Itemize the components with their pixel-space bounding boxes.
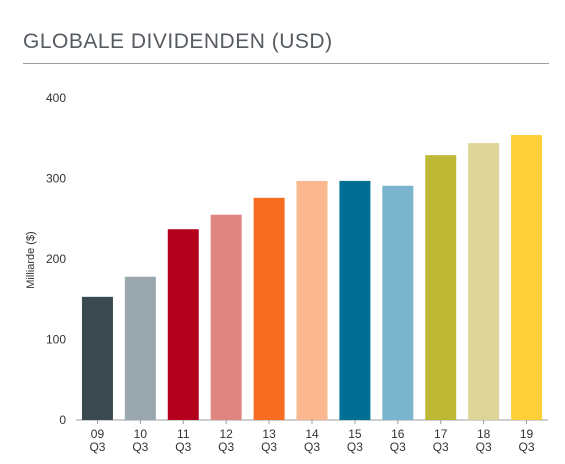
- y-tick-label: 200: [46, 252, 66, 266]
- bar-12-q3: [210, 214, 242, 420]
- x-tick-label-quarter: Q3: [218, 440, 234, 454]
- x-tick-label-year: 14: [305, 427, 319, 441]
- x-tick-label-quarter: Q3: [476, 440, 492, 454]
- bar-18-q3: [468, 143, 500, 420]
- title-divider: [23, 63, 549, 64]
- bar-13-q3: [253, 197, 285, 420]
- x-tick-label-quarter: Q3: [347, 440, 363, 454]
- x-tick-label-year: 16: [391, 427, 405, 441]
- x-tick-label-quarter: Q3: [89, 440, 105, 454]
- x-tick-label-year: 15: [348, 427, 362, 441]
- y-tick-label: 400: [46, 91, 66, 105]
- chart-title: GLOBALE DIVIDENDEN (USD): [23, 30, 333, 53]
- y-tick-label: 300: [46, 172, 66, 186]
- x-tick-label-year: 09: [91, 427, 105, 441]
- x-tick-label-year: 13: [262, 427, 276, 441]
- x-tick-label-year: 11: [177, 427, 190, 441]
- x-tick-label-quarter: Q3: [519, 440, 535, 454]
- x-tick-label-year: 18: [477, 427, 491, 441]
- bar-10-q3: [124, 276, 156, 420]
- x-tick-label-quarter: Q3: [175, 440, 191, 454]
- x-tick-label-year: 12: [220, 427, 234, 441]
- bar-17-q3: [425, 155, 457, 420]
- x-tick-label-year: 17: [434, 427, 448, 441]
- x-tick-label-quarter: Q3: [132, 440, 148, 454]
- y-axis-label: Milliarde ($): [25, 231, 37, 288]
- bar-11-q3: [167, 229, 199, 420]
- x-tick-label-quarter: Q3: [390, 440, 406, 454]
- x-tick-label-quarter: Q3: [304, 440, 320, 454]
- y-tick-label: 100: [46, 333, 66, 347]
- bar-19-q3: [511, 135, 543, 420]
- bar-16-q3: [382, 185, 414, 420]
- bar-09-q3: [81, 296, 113, 420]
- bar-15-q3: [339, 180, 371, 420]
- x-tick-label-year: 19: [520, 427, 534, 441]
- x-tick-label-quarter: Q3: [261, 440, 277, 454]
- bar-14-q3: [296, 180, 328, 420]
- y-tick-label: 0: [59, 413, 66, 427]
- x-tick-label-quarter: Q3: [433, 440, 449, 454]
- x-tick-label-year: 10: [134, 427, 148, 441]
